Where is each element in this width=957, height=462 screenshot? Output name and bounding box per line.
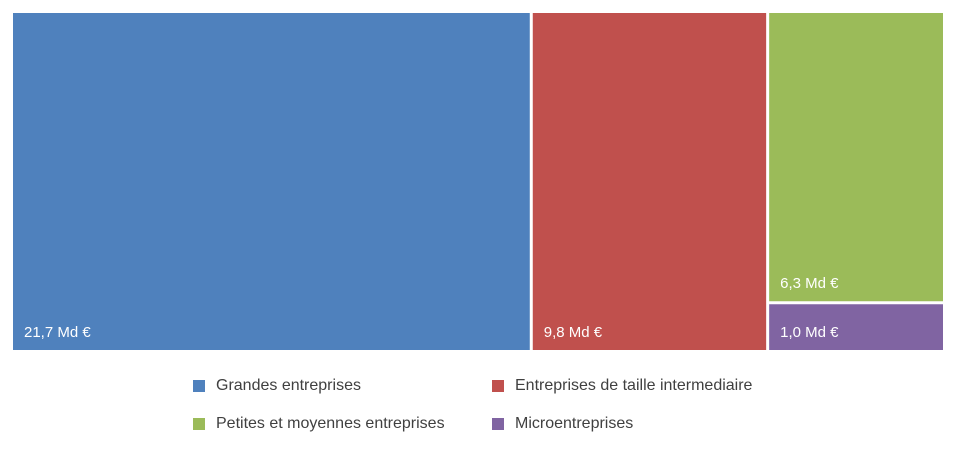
tile-petites-et-moyennes-entreprises	[769, 13, 943, 302]
legend-swatch	[193, 418, 205, 430]
legend-item-entreprises-de-taille-intermediaire: Entreprises de taille intermediaire	[492, 376, 752, 396]
legend-item-microentreprises: Microentreprises	[492, 414, 633, 434]
legend-label: Grandes entreprises	[216, 377, 361, 394]
legend-label: Entreprises de taille intermediaire	[515, 377, 753, 394]
legend-swatch	[193, 380, 205, 392]
legend-label: Microentreprises	[515, 415, 634, 432]
data-label-grandes-entreprises: 21,7 Md €	[24, 324, 91, 341]
chart-legend: Grandes entreprises Entreprises de taill…	[193, 376, 833, 436]
legend-item-grandes-entreprises: Grandes entreprises	[193, 376, 361, 396]
legend-swatch	[492, 380, 504, 392]
data-label-entreprises-de-taille-intermediaire: 9,8 Md €	[544, 324, 603, 341]
tile-microentreprises	[769, 304, 943, 350]
legend-item-petites-et-moyennes-entreprises: Petites et moyennes entreprises	[193, 414, 445, 434]
data-label-petites-et-moyennes-entreprises: 6,3 Md €	[780, 275, 839, 292]
treemap-tiles: 21,7 Md € 9,8 Md € 6,3 Md € 1,0 Md €	[13, 13, 943, 350]
tile-grandes-entreprises	[13, 13, 530, 350]
data-label-microentreprises: 1,0 Md €	[780, 324, 839, 341]
legend-swatch	[492, 418, 504, 430]
treemap-chart: 21,7 Md € 9,8 Md € 6,3 Md € 1,0 Md €	[13, 13, 943, 350]
legend-label: Petites et moyennes entreprises	[216, 415, 445, 432]
tile-entreprises-de-taille-intermediaire	[532, 13, 767, 350]
